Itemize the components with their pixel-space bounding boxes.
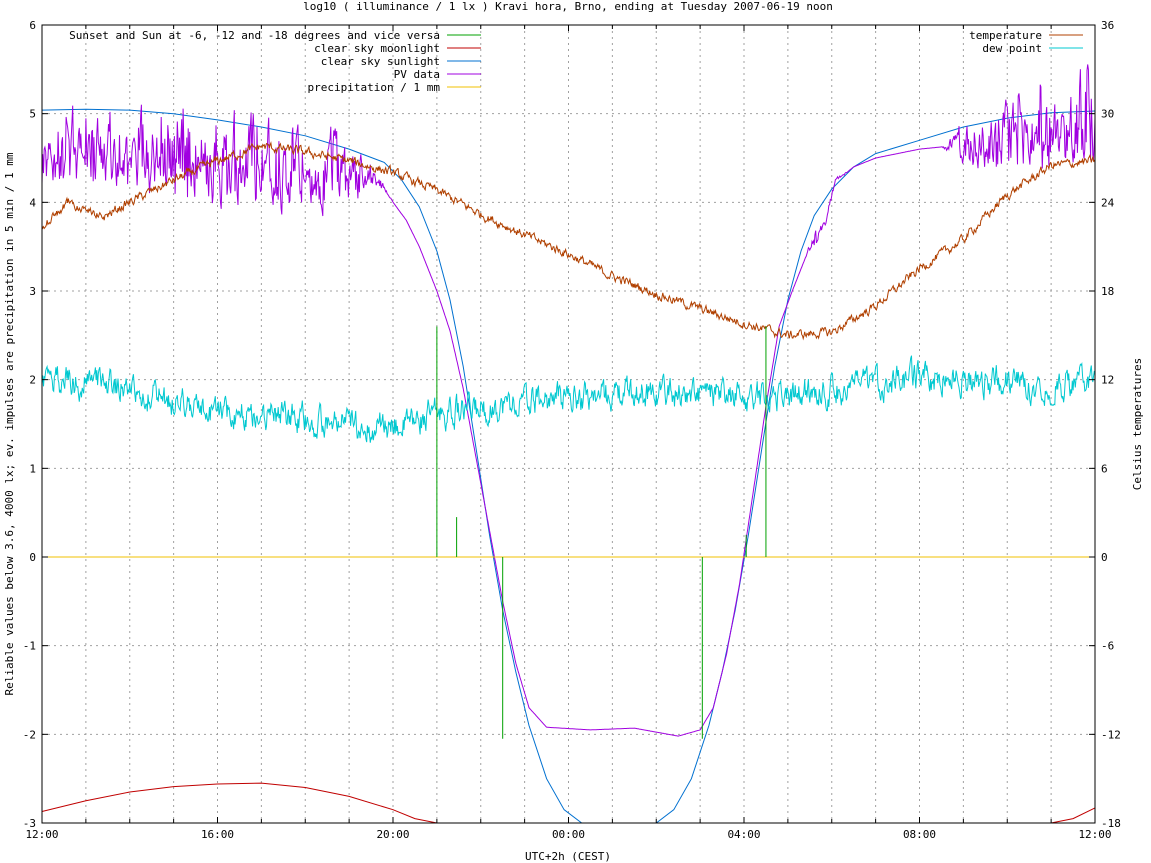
legend: Sunset and Sun at -6, -12 and -18 degree… <box>69 29 1083 94</box>
legend-label: clear sky moonlight <box>314 42 440 55</box>
x-tick-label: 20:00 <box>376 828 409 841</box>
x-tick-label: 12:00 <box>25 828 58 841</box>
legend-label: temperature <box>969 29 1042 42</box>
series-clear-sky-sunlight <box>41 108 1096 824</box>
y2-tick-label: 12 <box>1101 374 1114 387</box>
y2-tick-label: 18 <box>1101 285 1114 298</box>
series-dew-point <box>41 355 1096 443</box>
series-temperature <box>41 141 1096 341</box>
y-tick-label: 5 <box>29 108 36 121</box>
y2-tick-label: 24 <box>1101 196 1115 209</box>
legend-label: precipitation / 1 mm <box>308 81 441 94</box>
y2-tick-label: -12 <box>1101 728 1121 741</box>
y-tick-label: -1 <box>23 640 36 653</box>
x-axis-label: UTC+2h (CEST) <box>525 850 611 863</box>
series-pv-data <box>41 64 1096 737</box>
x-tick-label: 08:00 <box>903 828 936 841</box>
x-tick-label: 04:00 <box>727 828 760 841</box>
y-tick-label: -2 <box>23 728 36 741</box>
y-tick-label: 4 <box>29 196 36 209</box>
y2-tick-label: 6 <box>1101 462 1108 475</box>
y-tick-label: 3 <box>29 285 36 298</box>
y2-tick-label: 0 <box>1101 551 1108 564</box>
legend-label: dew point <box>982 42 1042 55</box>
y-tick-label: 1 <box>29 462 36 475</box>
y-tick-label: 0 <box>29 551 36 564</box>
y-tick-label: -3 <box>23 817 36 830</box>
y2-tick-label: 30 <box>1101 108 1114 121</box>
x-tick-label: 00:00 <box>552 828 585 841</box>
y-axis-label: Reliable values below 3.6, 4000 lx; ev. … <box>3 152 16 695</box>
y2-tick-label: -6 <box>1101 640 1114 653</box>
grid <box>42 25 1095 823</box>
y-tick-label: 2 <box>29 374 36 387</box>
legend-label: Sunset and Sun at -6, -12 and -18 degree… <box>69 29 440 42</box>
x-tick-label: 12:00 <box>1078 828 1111 841</box>
y2-axis-label: Celsius temperatures <box>1131 358 1144 490</box>
legend-label: PV data <box>394 68 440 81</box>
y2-tick-label: -18 <box>1101 817 1121 830</box>
legend-label: clear sky sunlight <box>321 55 440 68</box>
y-tick-label: 6 <box>29 19 36 32</box>
y2-tick-label: 36 <box>1101 19 1114 32</box>
x-tick-label: 16:00 <box>201 828 234 841</box>
chart-title: log10 ( illuminance / 1 lx ) Kravi hora,… <box>303 0 833 13</box>
